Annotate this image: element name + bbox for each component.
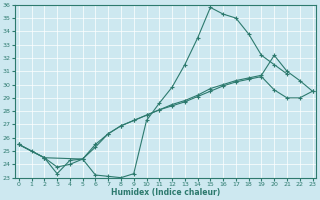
X-axis label: Humidex (Indice chaleur): Humidex (Indice chaleur) [111, 188, 220, 197]
